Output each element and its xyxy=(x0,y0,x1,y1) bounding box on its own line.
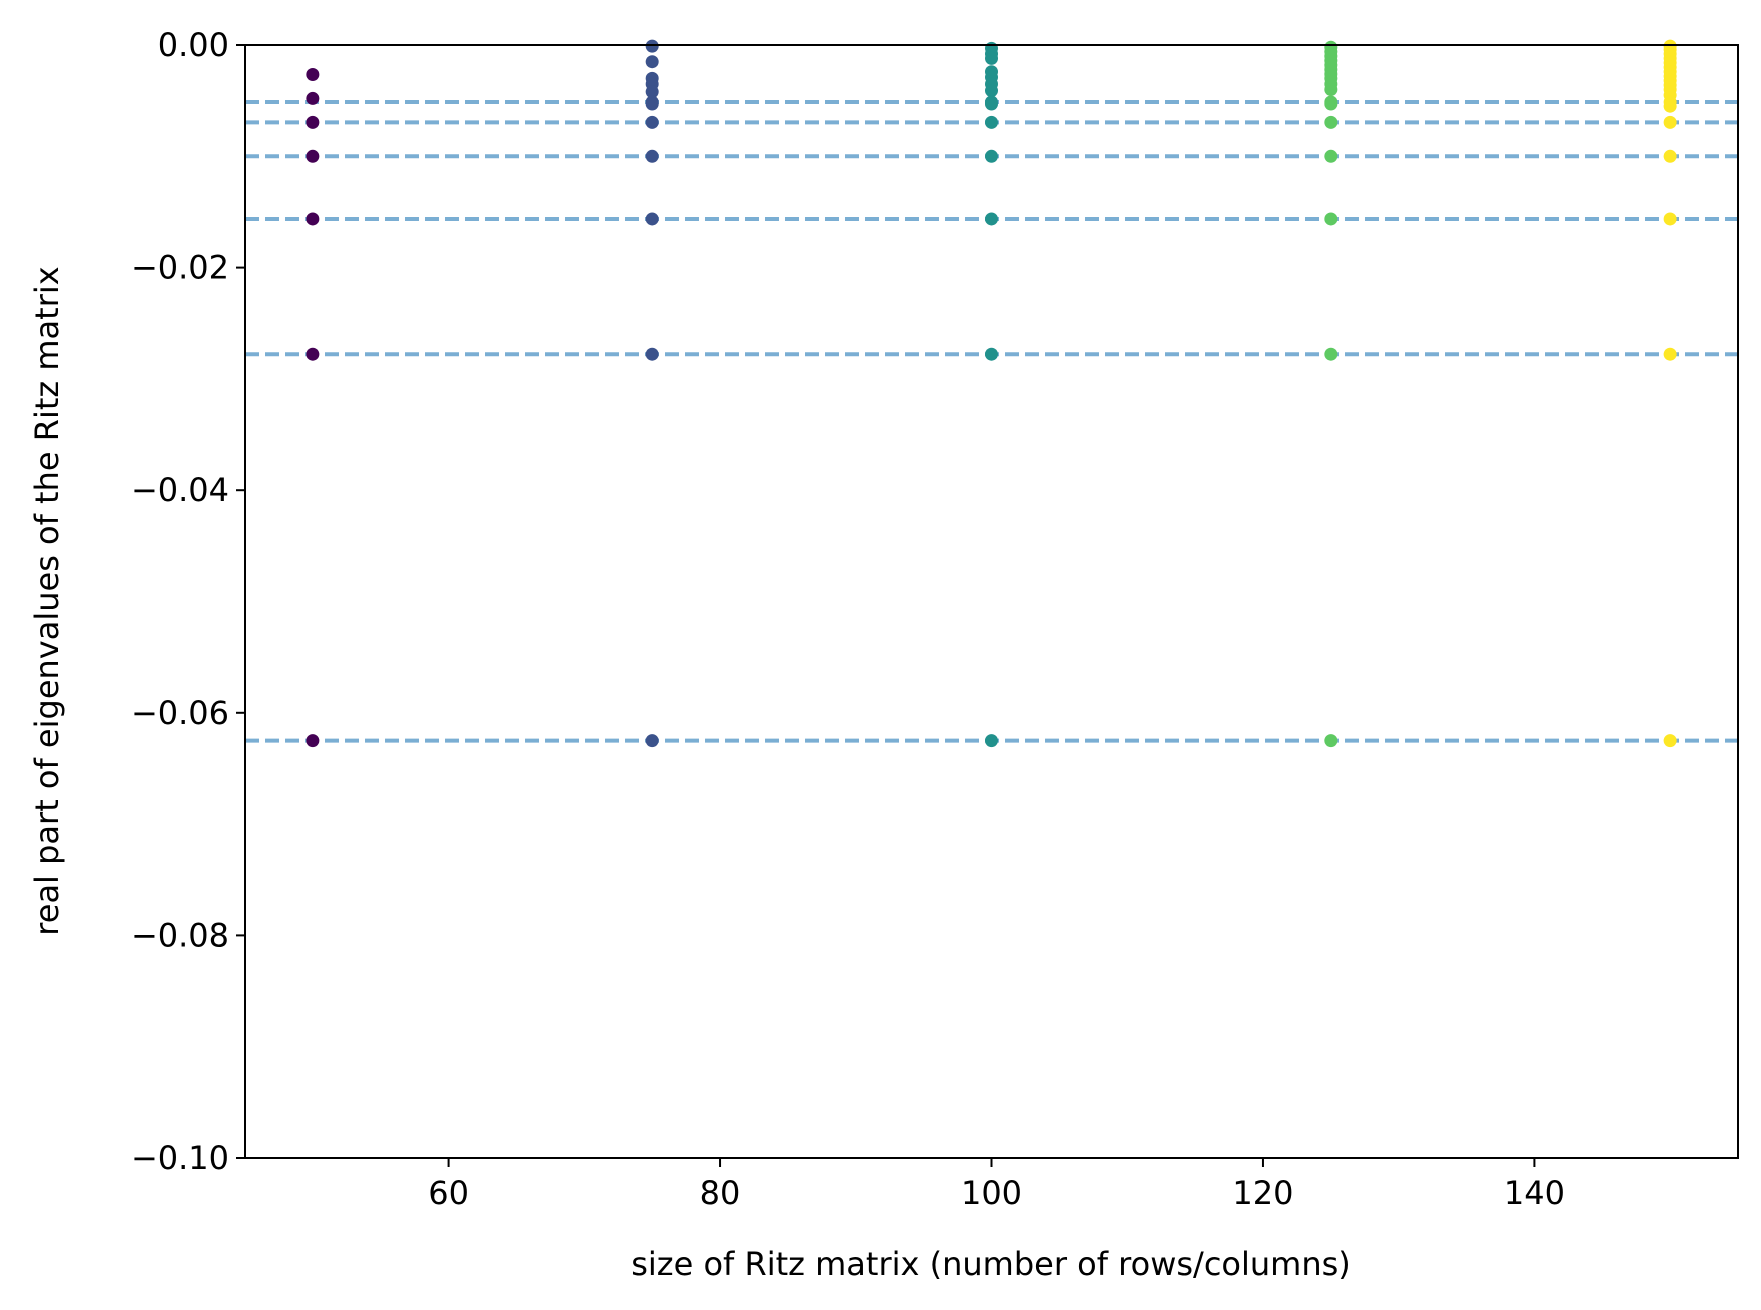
x-axis-ticks: 60 80 100 120 140 xyxy=(428,1158,1565,1212)
x-axis-label: size of Ritz matrix (number of rows/colu… xyxy=(631,1245,1351,1283)
data-point-s1-9 xyxy=(645,212,659,226)
data-point-s4-14 xyxy=(1663,115,1677,129)
data-point-s0-5 xyxy=(306,347,320,361)
data-point-s1-10 xyxy=(645,347,659,361)
data-point-s0-2 xyxy=(306,115,320,129)
y-tick-label: 0.00 xyxy=(158,26,229,64)
x-tick-label: 140 xyxy=(1504,1174,1565,1212)
y-tick-label: −0.10 xyxy=(131,1139,229,1177)
data-point-s3-12 xyxy=(1324,115,1338,129)
data-point-s1-6 xyxy=(645,97,659,111)
data-point-s4-15 xyxy=(1663,149,1677,163)
data-point-s3-11 xyxy=(1324,97,1338,111)
data-point-s2-12 xyxy=(985,347,998,361)
data-point-s1-0 xyxy=(645,39,659,53)
data-point-s1-11 xyxy=(645,734,659,748)
data-point-s0-3 xyxy=(306,149,320,163)
x-tick-label: 80 xyxy=(700,1174,741,1212)
data-point-s1-4 xyxy=(645,85,659,99)
data-point-s3-9 xyxy=(1324,83,1338,97)
y-tick-label: −0.04 xyxy=(131,471,229,509)
data-point-s4-13 xyxy=(1663,99,1677,113)
data-point-s2-6 xyxy=(985,84,998,98)
data-point-s3-15 xyxy=(1324,347,1338,361)
data-point-s0-0 xyxy=(306,67,320,81)
data-point-s4-16 xyxy=(1663,212,1677,226)
x-tick-label: 60 xyxy=(428,1174,469,1212)
data-point-s3-14 xyxy=(1324,212,1338,226)
data-point-s2-9 xyxy=(985,115,998,129)
data-point-s2-2 xyxy=(985,51,998,65)
data-point-s2-10 xyxy=(985,149,998,163)
y-tick-label: −0.08 xyxy=(131,916,229,954)
y-axis-label: real part of eigenvalues of the Ritz mat… xyxy=(28,266,66,935)
x-tick-label: 100 xyxy=(961,1174,1022,1212)
data-point-s3-16 xyxy=(1324,734,1338,748)
y-axis-ticks: −0.10 −0.08 −0.06 −0.04 −0.02 0.00 xyxy=(131,26,245,1177)
data-point-s1-1 xyxy=(645,55,659,69)
data-points xyxy=(306,39,1677,748)
y-tick-label: −0.02 xyxy=(131,249,229,287)
data-point-s0-6 xyxy=(306,734,320,748)
y-tick-label: −0.06 xyxy=(131,694,229,732)
data-point-s1-8 xyxy=(645,149,659,163)
data-point-s2-11 xyxy=(985,212,998,226)
data-point-s0-4 xyxy=(306,212,320,226)
data-point-s4-18 xyxy=(1663,734,1677,748)
data-point-s4-17 xyxy=(1663,347,1677,361)
data-point-s2-8 xyxy=(985,97,998,111)
data-point-s0-1 xyxy=(306,91,320,105)
x-tick-label: 120 xyxy=(1232,1174,1293,1212)
data-point-s2-13 xyxy=(985,734,998,748)
data-point-s1-7 xyxy=(645,115,659,129)
data-point-s3-13 xyxy=(1324,149,1338,163)
